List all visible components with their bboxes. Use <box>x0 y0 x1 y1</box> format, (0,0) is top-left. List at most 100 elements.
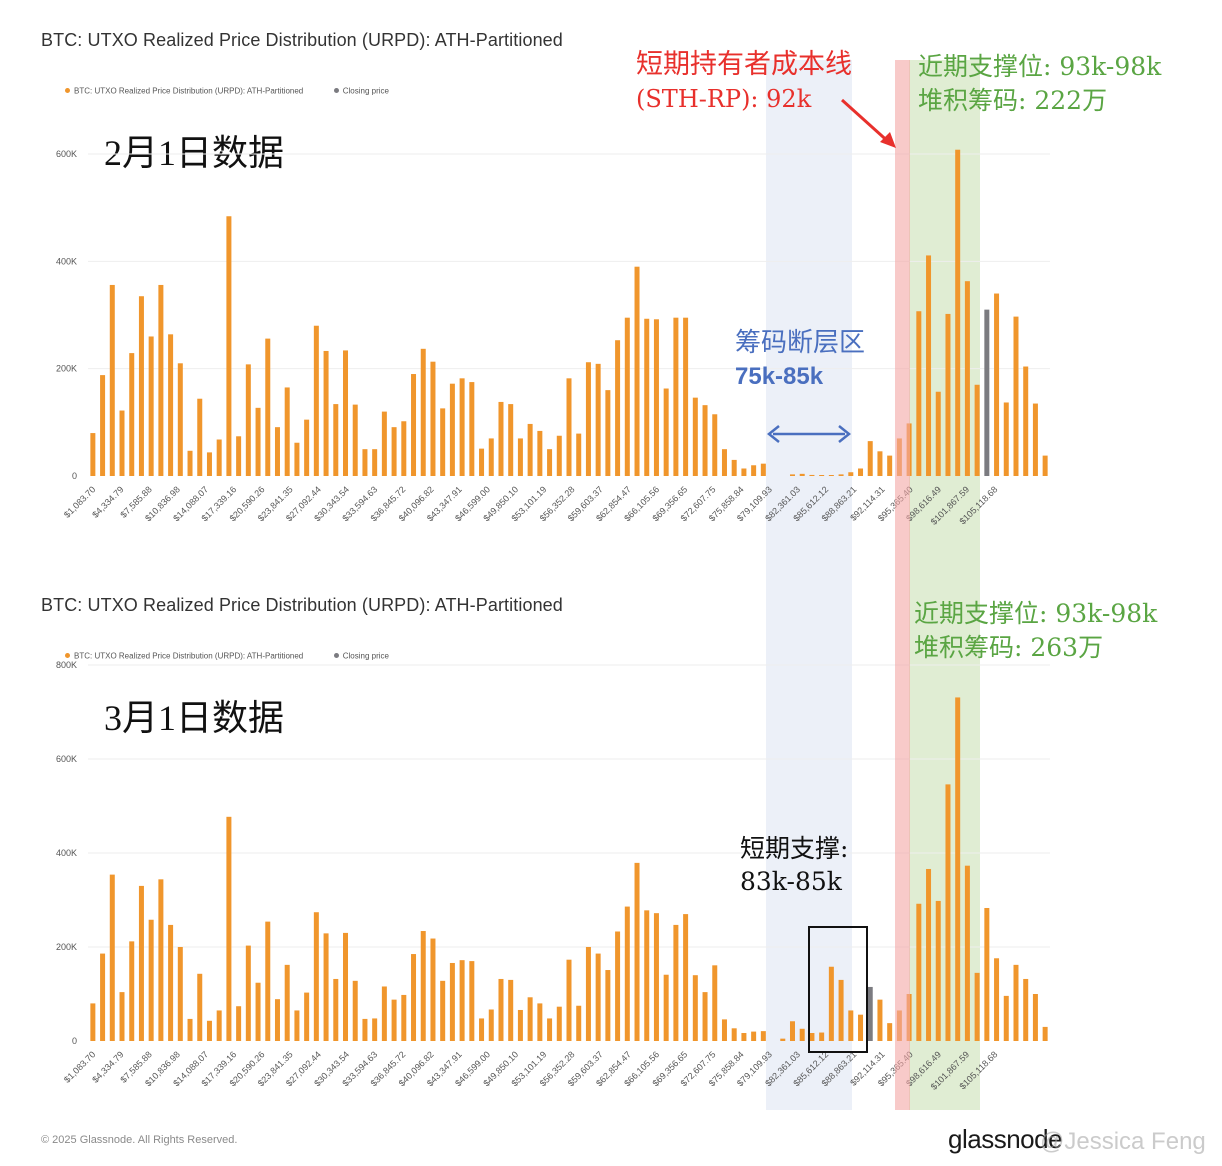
urpd-bar <box>653 913 659 1041</box>
y-tick-label: 200K <box>56 364 77 374</box>
urpd-bar <box>615 931 621 1041</box>
urpd-bar <box>760 1031 766 1041</box>
urpd-bar <box>984 907 990 1041</box>
urpd-bar <box>187 1018 193 1041</box>
gap-annotation-line1: 筹码断层区 <box>735 328 866 358</box>
short-support-annotation: 短期支撑: 83k-85k <box>740 832 848 898</box>
urpd-bar <box>517 1009 523 1041</box>
support-annotation-line2: 堆积筹码: 222万 <box>918 86 1108 115</box>
urpd-bar <box>1023 366 1029 476</box>
urpd-bar <box>595 363 601 476</box>
urpd-bar <box>1013 964 1019 1041</box>
urpd-bar <box>741 1033 747 1041</box>
urpd-bar <box>537 1003 543 1041</box>
urpd-bar <box>615 340 621 476</box>
urpd-bar <box>887 455 893 476</box>
urpd-bar <box>955 697 961 1041</box>
urpd-bar <box>926 868 932 1041</box>
urpd-bar <box>100 375 106 476</box>
urpd-bar <box>469 382 475 476</box>
urpd-bar <box>887 1023 893 1041</box>
urpd-bar <box>926 255 932 476</box>
urpd-bar <box>634 862 640 1041</box>
urpd-bar <box>401 994 407 1041</box>
urpd-bar <box>236 436 242 476</box>
urpd-bar <box>479 448 485 476</box>
urpd-bar <box>245 364 251 476</box>
urpd-bar <box>964 865 970 1041</box>
urpd-bar <box>391 427 397 476</box>
urpd-bar <box>683 914 689 1041</box>
urpd-bar <box>828 966 834 1041</box>
urpd-bar <box>537 430 543 476</box>
urpd-bar <box>313 325 319 476</box>
urpd-bar <box>585 947 591 1041</box>
urpd-bar <box>605 970 611 1041</box>
urpd-bar <box>343 932 349 1041</box>
legend-dot-closing <box>333 653 339 659</box>
urpd-bar <box>994 958 1000 1041</box>
urpd-bar <box>401 421 407 476</box>
urpd-bar <box>916 311 922 476</box>
urpd-bar <box>877 451 883 476</box>
glassnode-logo: glassnode <box>948 1124 1063 1154</box>
urpd-bar <box>644 910 650 1041</box>
urpd-bar <box>391 999 397 1041</box>
legend: BTC: UTXO Realized Price Distribution (U… <box>65 86 389 95</box>
urpd-bar <box>90 1003 96 1041</box>
urpd-bar <box>760 463 766 476</box>
short-support-line2: 83k-85k <box>740 867 842 896</box>
urpd-bar <box>585 362 591 476</box>
double-arrow-icon <box>766 425 852 443</box>
urpd-bar <box>566 959 572 1041</box>
urpd-bar <box>1013 316 1019 476</box>
urpd-bar <box>265 921 271 1041</box>
urpd-bar <box>556 435 562 476</box>
watermark: @Jessica Feng <box>1040 1128 1206 1155</box>
urpd-bar <box>1032 403 1038 476</box>
urpd-bar <box>197 973 203 1041</box>
urpd-bar <box>508 979 514 1041</box>
urpd-bar <box>129 941 135 1041</box>
urpd-bar <box>158 879 164 1041</box>
sth-cost-band <box>895 60 910 1110</box>
support-annotation-line2: 堆积筹码: 263万 <box>914 633 1104 662</box>
urpd-bar <box>362 449 368 476</box>
urpd-bar <box>440 980 446 1041</box>
urpd-bar <box>566 378 572 476</box>
urpd-bar <box>265 338 271 476</box>
urpd-bar <box>372 449 378 476</box>
urpd-bar <box>955 149 961 476</box>
urpd-bar <box>780 1038 786 1041</box>
urpd-bar <box>828 475 834 476</box>
urpd-bar <box>605 390 611 476</box>
urpd-bar <box>411 374 417 476</box>
urpd-bar <box>449 383 455 476</box>
urpd-bar <box>109 874 115 1041</box>
y-tick-label: 400K <box>56 848 77 858</box>
y-tick-label: 600K <box>56 754 77 764</box>
support-annotation-line1: 近期支撑位: 93k-98k <box>918 52 1162 81</box>
chart-title: BTC: UTXO Realized Price Distribution (U… <box>41 30 563 50</box>
urpd-bar <box>284 387 290 476</box>
gap-annotation-line2: 75k-85k <box>735 363 824 390</box>
urpd-bar <box>216 439 222 476</box>
urpd-bar <box>129 353 135 476</box>
urpd-bar <box>751 1031 757 1041</box>
urpd-bar <box>799 473 805 476</box>
urpd-bar <box>809 1033 815 1041</box>
urpd-bar <box>177 947 183 1041</box>
urpd-bar <box>479 1018 485 1041</box>
urpd-bar <box>877 999 883 1041</box>
urpd-bar <box>323 933 329 1041</box>
support-annotation-line1: 近期支撑位: 93k-98k <box>914 599 1158 628</box>
urpd-bar <box>381 411 387 476</box>
urpd-bar <box>663 974 669 1041</box>
urpd-bar <box>440 408 446 476</box>
urpd-bar <box>547 1018 553 1041</box>
urpd-bar <box>576 1005 582 1041</box>
urpd-bar <box>148 919 154 1041</box>
urpd-bar <box>673 317 679 476</box>
urpd-bar <box>799 1028 805 1041</box>
urpd-bar <box>838 474 844 476</box>
